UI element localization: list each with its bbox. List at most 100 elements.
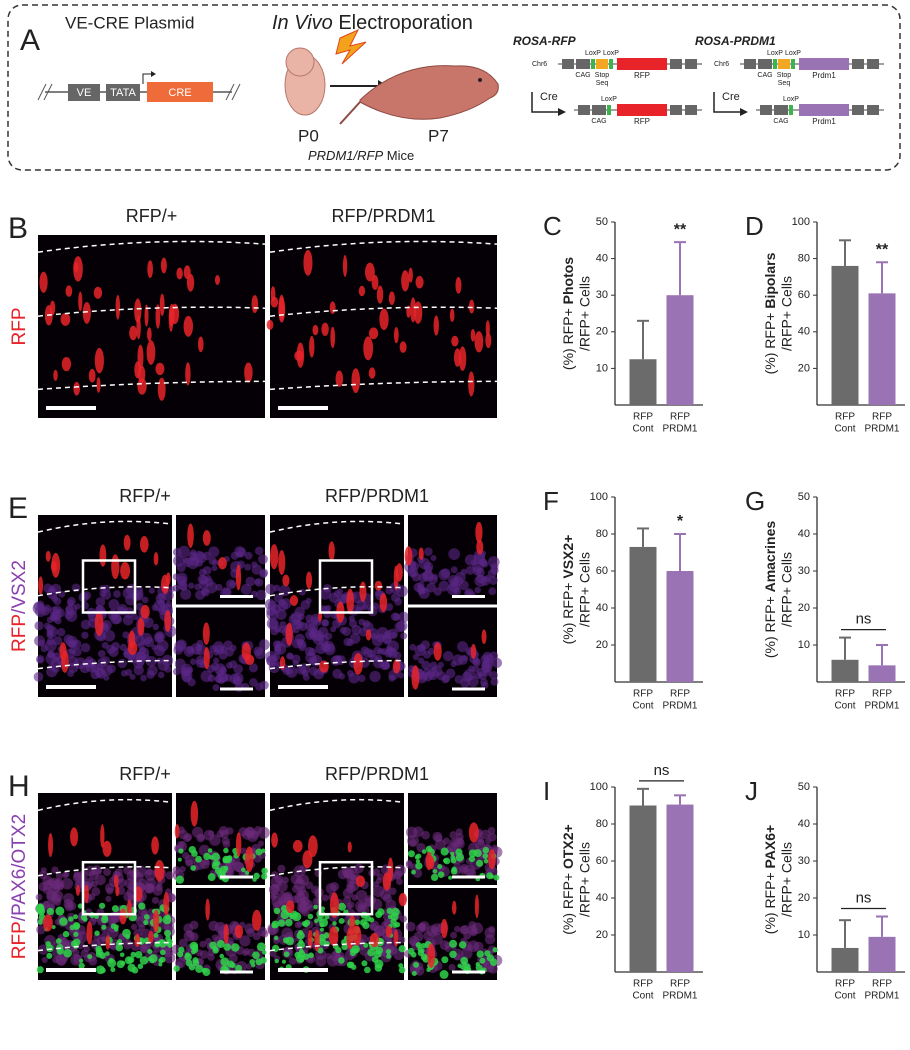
- pax6-cell: [216, 939, 225, 948]
- pax6-cell: [415, 942, 422, 949]
- pax6-cell: [476, 950, 484, 958]
- rfp-cell: [470, 643, 477, 659]
- nucleus: [103, 868, 111, 877]
- layer-boundary: [37, 306, 266, 317]
- rfp-cell: [183, 315, 193, 337]
- nucleus: [52, 605, 62, 615]
- loxp-label: LoxP: [585, 50, 601, 57]
- nucleus: [471, 922, 484, 935]
- cre-arrow: [531, 92, 560, 113]
- rfp-cell: [329, 301, 336, 314]
- pax6-cell: [51, 925, 56, 930]
- pax6-cell: [130, 951, 137, 958]
- y-tick-label: 20: [798, 362, 810, 374]
- layer-boundary: [269, 380, 498, 391]
- nucleus: [105, 913, 118, 925]
- rfp-cell: [86, 921, 93, 945]
- nucleus: [129, 673, 136, 680]
- nucleus: [308, 666, 319, 676]
- panel-label: B: [8, 212, 28, 245]
- nucleus: [33, 671, 44, 682]
- significance: **: [674, 221, 687, 238]
- gene: [799, 58, 849, 70]
- nucleus: [393, 651, 402, 660]
- panel-label: H: [8, 770, 30, 803]
- nucleus: [208, 556, 217, 565]
- rfp-cell: [352, 925, 362, 946]
- genotype: PRDM1/RFP: [308, 148, 383, 163]
- nucleus: [40, 644, 48, 653]
- nucleus: [117, 658, 128, 669]
- rfp-cell: [270, 286, 276, 302]
- rfp-cell: [266, 319, 274, 330]
- x-tick-label: PRDM1: [662, 991, 697, 1002]
- rfp-cell: [119, 908, 127, 925]
- nucleus: [135, 592, 144, 601]
- pax6-cell: [164, 929, 172, 937]
- x-tick-label: PRDM1: [864, 424, 899, 435]
- nucleus: [490, 677, 499, 686]
- x-tick-label: RFP: [872, 412, 892, 423]
- nucleus: [189, 932, 199, 942]
- nucleus: [34, 635, 45, 647]
- pax6-cell: [274, 958, 279, 964]
- nucleus: [205, 581, 218, 594]
- rfp-cell: [146, 327, 152, 342]
- nucleus: [291, 654, 301, 664]
- nucleus: [382, 633, 392, 644]
- nucleus: [180, 588, 192, 600]
- nucleus: [225, 579, 236, 590]
- pax6-cell: [222, 857, 229, 864]
- rfp-cell: [60, 312, 71, 326]
- nucleus: [187, 557, 199, 570]
- nucleus: [288, 957, 297, 965]
- y-tick-label: 40: [596, 602, 608, 614]
- nucleus: [448, 963, 456, 971]
- rfp-cell: [203, 647, 210, 670]
- nucleus: [474, 586, 481, 594]
- pax6-cell: [324, 914, 330, 920]
- pax6-cell: [414, 854, 420, 860]
- nucleus: [254, 578, 264, 587]
- nucleus: [423, 931, 433, 941]
- rfp-cell: [468, 371, 475, 397]
- nucleus: [236, 551, 243, 558]
- x-tick-label: RFP: [835, 412, 855, 423]
- nucleus: [189, 920, 199, 930]
- micrograph: [404, 515, 500, 605]
- nucleus: [69, 647, 76, 654]
- nucleus: [153, 599, 166, 612]
- rfp-cell: [202, 622, 210, 645]
- x-tick-label: RFP: [633, 979, 653, 990]
- nucleus: [385, 603, 394, 612]
- stain-name: RFP: [9, 308, 30, 346]
- rfp-cell: [99, 544, 107, 567]
- stain-name: /OTX2: [9, 814, 30, 869]
- rfp-cell: [241, 642, 251, 661]
- pax6-cell: [338, 957, 345, 964]
- nucleus: [357, 674, 366, 683]
- pax6-cell: [455, 853, 464, 862]
- nucleus: [254, 546, 264, 556]
- y-tick-label: 10: [798, 929, 810, 941]
- pax6-cell: [111, 905, 119, 913]
- nucleus: [463, 864, 476, 877]
- nucleus: [268, 619, 279, 629]
- rfp-cell: [235, 832, 242, 857]
- nucleus: [105, 895, 112, 903]
- layer-boundary: [37, 866, 173, 877]
- cag-label: CAG: [773, 118, 788, 125]
- pax6-cell: [116, 938, 123, 945]
- rfp-cell: [48, 833, 54, 858]
- nucleus: [369, 670, 381, 683]
- pax6-cell: [220, 957, 230, 967]
- layer-boundary: [269, 798, 405, 812]
- nucleus: [119, 643, 127, 651]
- rfp-cell: [286, 900, 295, 914]
- micrograph: [264, 515, 410, 697]
- title-rest: Electroporation: [333, 12, 473, 34]
- pax6-cell: [367, 948, 376, 957]
- pax6-cell: [159, 949, 166, 956]
- micrograph: [404, 888, 503, 980]
- bar: [629, 805, 657, 972]
